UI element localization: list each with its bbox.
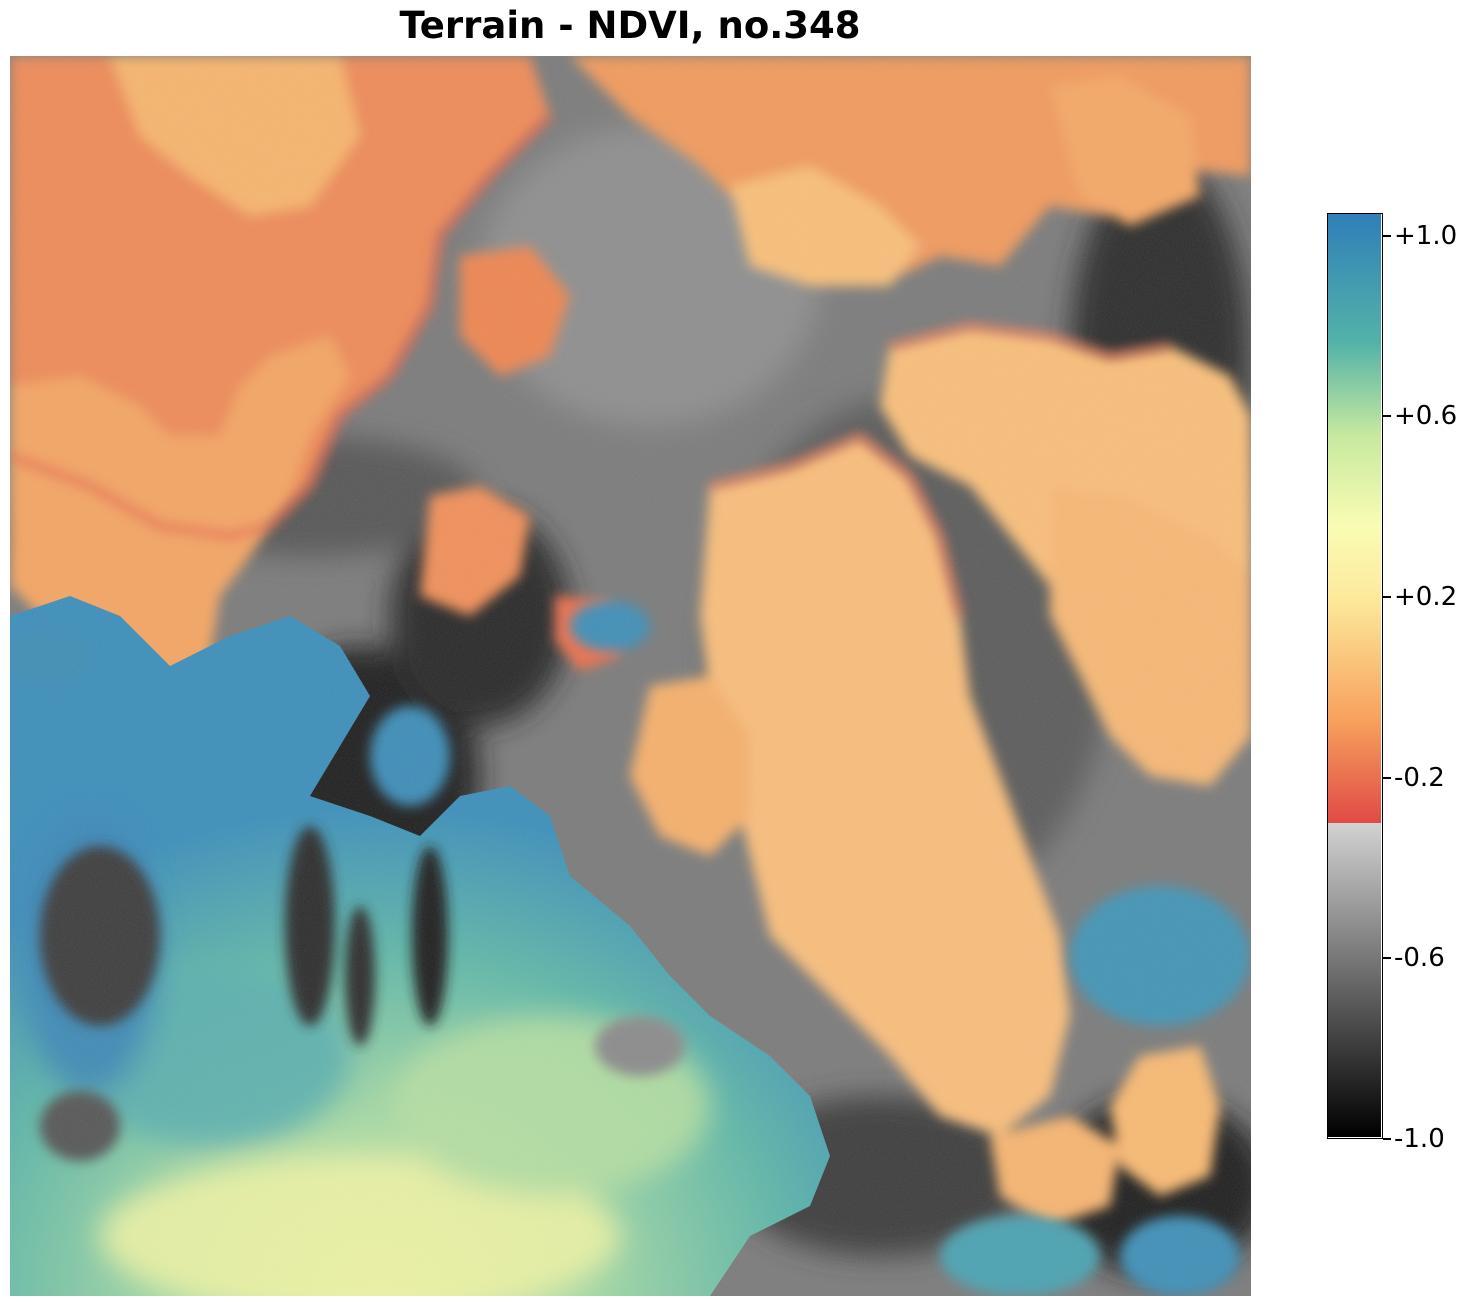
colorbar-tick-label: -0.6 xyxy=(1394,943,1445,974)
colorbar-tick-label: +0.6 xyxy=(1394,401,1458,432)
colorbar-tick-label: +1.0 xyxy=(1394,220,1458,251)
ndvi-map xyxy=(10,56,1251,1296)
colorbar-tick xyxy=(1383,957,1391,960)
colorbar-tick xyxy=(1383,1138,1391,1140)
colorbar-tick-label: +0.2 xyxy=(1394,581,1458,612)
colorbar-tick xyxy=(1383,415,1391,418)
colorbar xyxy=(1327,213,1383,1139)
ndvi-raster-image xyxy=(10,56,1251,1296)
colorbar-tick-label: -1.0 xyxy=(1394,1124,1445,1154)
colorbar-tick-label: -0.2 xyxy=(1394,762,1445,793)
colorbar-tick xyxy=(1383,234,1391,237)
colorbar-gradient xyxy=(1328,214,1381,1137)
map-title: Terrain - NDVI, no.348 xyxy=(399,4,861,47)
colorbar-tick xyxy=(1383,595,1391,598)
colorbar-tick xyxy=(1383,776,1391,779)
